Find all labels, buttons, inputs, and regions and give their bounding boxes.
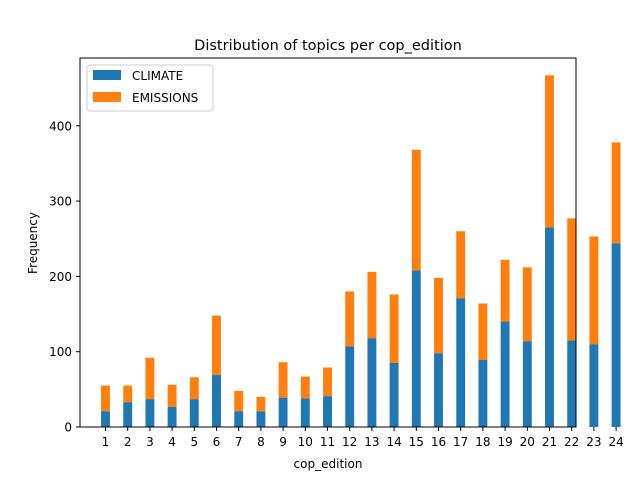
bar-climate-8	[256, 411, 266, 427]
x-tick-label-6: 6	[213, 435, 221, 449]
bar-climate-15	[411, 270, 421, 427]
bars-group	[101, 75, 621, 427]
bar-climate-21	[545, 227, 554, 427]
bar-emissions-17	[456, 231, 466, 299]
x-tick-label-5: 5	[190, 435, 198, 449]
x-tick-label-8: 8	[257, 435, 265, 449]
x-tick-label-4: 4	[168, 435, 176, 449]
legend-label-emissions: EMISSIONS	[132, 91, 198, 105]
legend-swatch-climate	[93, 70, 121, 80]
bar-emissions-10	[300, 376, 310, 399]
x-tick-label-14: 14	[386, 435, 401, 449]
x-tick-label-23: 23	[586, 435, 601, 449]
bar-climate-13	[367, 338, 377, 427]
x-tick-label-20: 20	[520, 435, 535, 449]
y-axis-label: Frequency	[26, 212, 40, 274]
bar-climate-3	[145, 399, 155, 427]
bar-climate-14	[389, 362, 399, 427]
y-tick-label-200: 200	[49, 270, 72, 284]
y-tick-label-400: 400	[49, 119, 72, 133]
bar-climate-24	[611, 243, 621, 427]
bar-climate-9	[278, 397, 288, 427]
bar-climate-19	[500, 321, 510, 427]
bar-climate-20	[522, 341, 532, 427]
bar-climate-11	[323, 396, 332, 427]
x-tick-label-11: 11	[320, 435, 335, 449]
x-tick-label-18: 18	[475, 435, 490, 449]
x-tick-label-3: 3	[146, 435, 154, 449]
bar-emissions-1	[101, 385, 110, 412]
bar-emissions-19	[500, 259, 510, 322]
x-tick-label-19: 19	[497, 435, 512, 449]
bar-emissions-22	[567, 218, 577, 341]
bar-climate-10	[300, 398, 310, 427]
x-ticks-group: 1 2 3 4 5 6 7 8 9 10 11 12 13 14 15 16 17 18 19 20 21 22 23 24	[102, 427, 624, 449]
bar-climate-5	[189, 399, 199, 427]
y-tick-label-300: 300	[49, 195, 72, 209]
x-tick-label-1: 1	[102, 435, 110, 449]
x-tick-label-10: 10	[298, 435, 313, 449]
bar-climate-16	[434, 353, 443, 427]
bar-emissions-23	[589, 236, 599, 345]
bar-climate-1	[101, 411, 110, 427]
bar-emissions-20	[522, 267, 532, 342]
y-ticks-group: 0 100 200 300 400	[49, 119, 80, 435]
bar-emissions-7	[234, 390, 244, 412]
bar-emissions-24	[611, 142, 621, 244]
bar-climate-7	[234, 411, 244, 427]
bar-emissions-13	[367, 271, 377, 339]
plot-area-frame	[79, 57, 577, 428]
bar-emissions-5	[189, 377, 199, 400]
bar-emissions-6	[212, 315, 221, 376]
bar-emissions-3	[145, 357, 155, 400]
y-tick-label-100: 100	[49, 345, 72, 359]
bar-climate-23	[589, 344, 599, 427]
x-axis-label: cop_edition	[294, 457, 363, 471]
x-tick-label-21: 21	[542, 435, 557, 449]
bar-emissions-11	[323, 367, 332, 397]
x-tick-label-2: 2	[124, 435, 132, 449]
legend: CLIMATE EMISSIONS	[86, 64, 214, 112]
bar-emissions-4	[167, 384, 177, 407]
bar-emissions-21	[545, 75, 554, 228]
bar-climate-2	[123, 402, 133, 427]
legend-swatch-emissions	[93, 92, 121, 102]
bar-climate-12	[345, 346, 355, 427]
bar-emissions-9	[278, 362, 288, 398]
bar-climate-4	[167, 406, 177, 427]
x-tick-label-17: 17	[453, 435, 468, 449]
x-tick-label-15: 15	[409, 435, 424, 449]
y-tick-label-0: 0	[64, 421, 72, 435]
bar-climate-17	[456, 298, 466, 427]
x-tick-label-16: 16	[431, 435, 446, 449]
bar-emissions-18	[478, 303, 488, 360]
x-tick-label-24: 24	[608, 435, 623, 449]
bar-emissions-8	[256, 396, 266, 412]
bar-climate-6	[212, 375, 221, 427]
x-tick-label-9: 9	[279, 435, 287, 449]
x-tick-label-13: 13	[364, 435, 379, 449]
bar-emissions-2	[123, 385, 133, 403]
bar-emissions-16	[434, 277, 443, 354]
x-tick-label-22: 22	[564, 435, 579, 449]
bar-emissions-12	[345, 291, 355, 347]
bar-climate-22	[567, 340, 577, 427]
x-tick-label-12: 12	[342, 435, 357, 449]
bar-emissions-14	[389, 294, 399, 363]
bar-emissions-15	[411, 149, 421, 271]
bar-climate-18	[478, 359, 488, 427]
x-tick-label-7: 7	[235, 435, 243, 449]
chart-title: Distribution of topics per cop_edition	[194, 38, 462, 54]
legend-label-climate: CLIMATE	[132, 69, 183, 83]
